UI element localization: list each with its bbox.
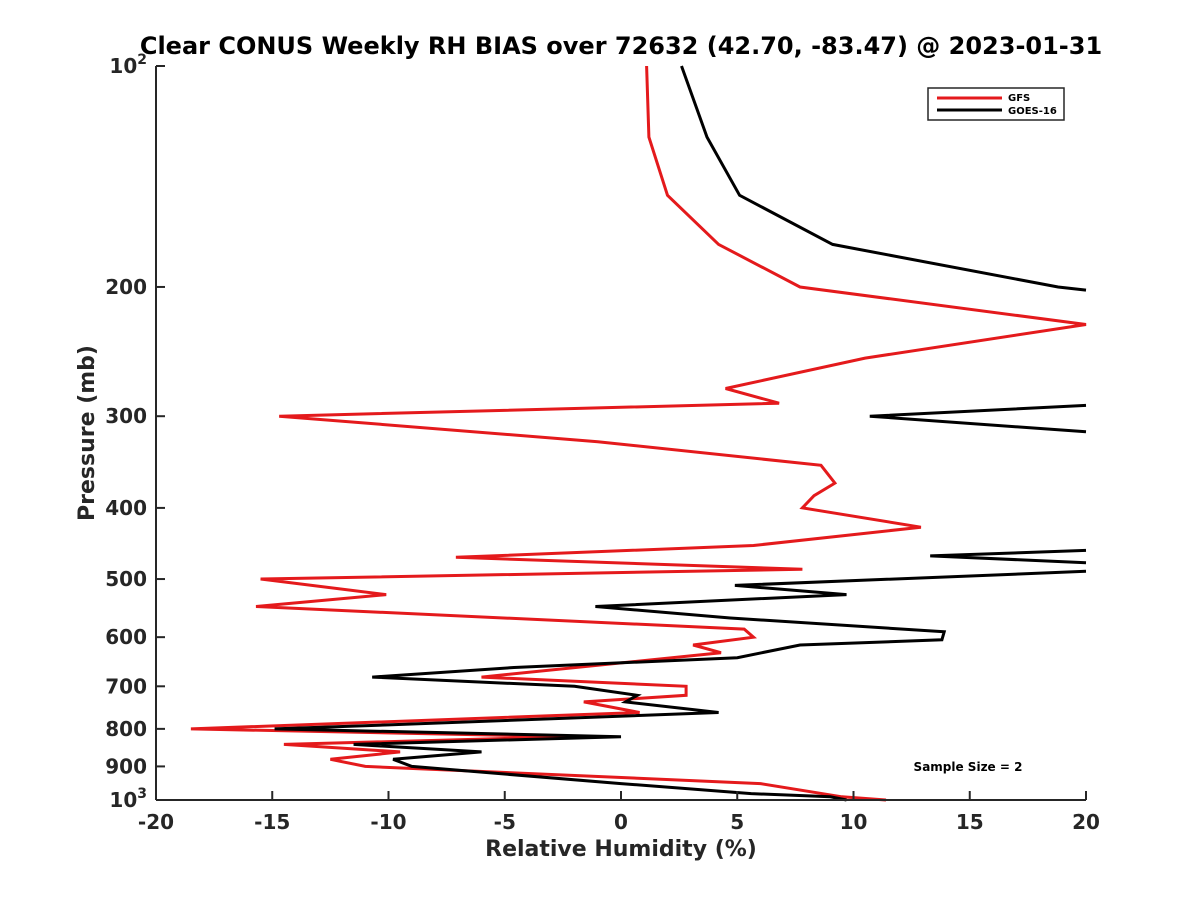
x-tick-label: 0 — [614, 810, 628, 834]
x-tick-label: 10 — [840, 810, 868, 834]
series-line-goes16 — [869, 403, 1087, 434]
y-tick-label-power: 103 — [109, 786, 147, 812]
y-tick-exponent: 3 — [137, 786, 147, 802]
sample-size-annotation: Sample Size = 2 — [914, 760, 1023, 774]
series-line-goes16 — [680, 65, 1087, 292]
series-line-goes16 — [274, 569, 1087, 802]
y-tick-label-power: 102 — [109, 52, 147, 78]
y-axis-label: Pressure (mb) — [75, 345, 100, 521]
series-line-gfs — [190, 65, 1087, 802]
legend-box — [927, 87, 1065, 121]
legend-label-goes16: GOES-16 — [1008, 106, 1057, 117]
x-tick-label: 5 — [730, 810, 744, 834]
x-tick-label: 15 — [956, 810, 984, 834]
plot-axes — [155, 66, 1086, 801]
x-tick-label: -15 — [254, 810, 290, 834]
y-tick-label: 800 — [105, 717, 147, 741]
y-tick-base: 10 — [109, 788, 137, 812]
y-tick-label: 300 — [105, 404, 147, 428]
y-tick-label: 400 — [105, 496, 147, 520]
y-tick-label: 700 — [105, 674, 147, 698]
y-tick-label: 500 — [105, 567, 147, 591]
y-tick-base: 10 — [109, 54, 137, 78]
x-tick-label: -10 — [370, 810, 406, 834]
x-ticks: -20 -15 -10 -5 0 5 10 15 20 — [138, 791, 1100, 834]
y-tick-exponent: 2 — [137, 52, 147, 68]
y-tick-label: 900 — [105, 754, 147, 778]
y-tick-label: 600 — [105, 625, 147, 649]
x-axis-label: Relative Humidity (%) — [485, 837, 757, 862]
series-layer — [190, 65, 1087, 802]
chart-title: Clear CONUS Weekly RH BIAS over 72632 (4… — [140, 32, 1102, 60]
x-tick-label: -20 — [138, 810, 174, 834]
x-tick-label: -5 — [494, 810, 516, 834]
x-tick-label: 20 — [1072, 810, 1100, 834]
y-tick-label: 200 — [105, 275, 147, 299]
legend: GFS GOES-16 — [927, 87, 1065, 121]
series-line-goes16 — [930, 548, 1087, 565]
legend-label-gfs: GFS — [1008, 93, 1030, 104]
